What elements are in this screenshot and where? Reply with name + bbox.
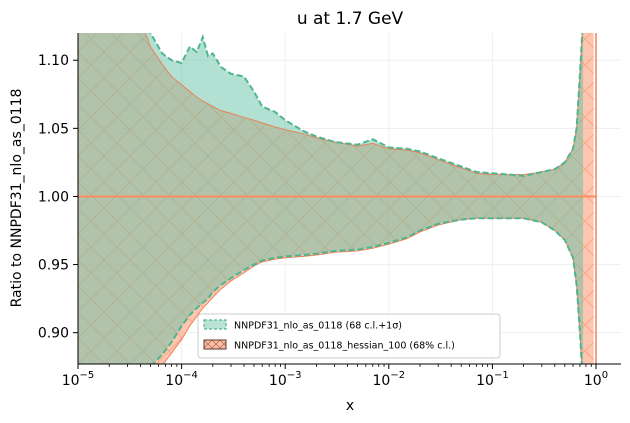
y-tick-label-4: 1.10 <box>38 53 69 69</box>
legend-box <box>197 313 501 359</box>
x-tick-label-2: 10−3 <box>269 370 302 389</box>
band-mc-fill <box>78 33 584 364</box>
band-mc-upper-edge <box>149 33 584 178</box>
legend-swatch-green <box>203 319 227 330</box>
band-mc-lower-edge <box>151 217 583 364</box>
x-ticks: 10−5 10−4 10−3 10−2 10−1 100 <box>62 364 608 389</box>
x-axis-label: x <box>346 398 354 414</box>
y-tick-label-1: 0.95 <box>38 258 69 274</box>
chart-title: u at 1.7 GeV <box>297 9 404 29</box>
x-tick-label-3: 10−2 <box>373 370 406 389</box>
legend: NNPDF31_nlo_as_0118 (68 c.l.+1σ) NNPDF31… <box>197 313 501 359</box>
x-tick-label-4: 10−1 <box>476 370 509 389</box>
legend-swatch-orange-hatch <box>203 339 227 350</box>
plot-area <box>78 33 597 364</box>
y-axis-label: Ratio to NNPDF31_nlo_as_0118 <box>9 89 25 308</box>
x-tick-label-5: 100 <box>584 370 608 389</box>
x-tick-label-0: 10−5 <box>62 370 95 389</box>
y-tick-label-0: 0.90 <box>38 326 69 342</box>
y-ticks: 0.90 0.95 1.00 1.05 1.10 <box>38 53 78 342</box>
x-tick-label-1: 10−4 <box>165 370 198 389</box>
legend-label-orange: NNPDF31_nlo_as_0118_hessian_100 (68% c.l… <box>234 341 455 352</box>
legend-label-green: NNPDF31_nlo_as_0118 (68 c.l.+1σ) <box>234 321 402 332</box>
y-tick-label-2: 1.00 <box>38 189 69 205</box>
y-tick-label-3: 1.05 <box>38 121 69 137</box>
